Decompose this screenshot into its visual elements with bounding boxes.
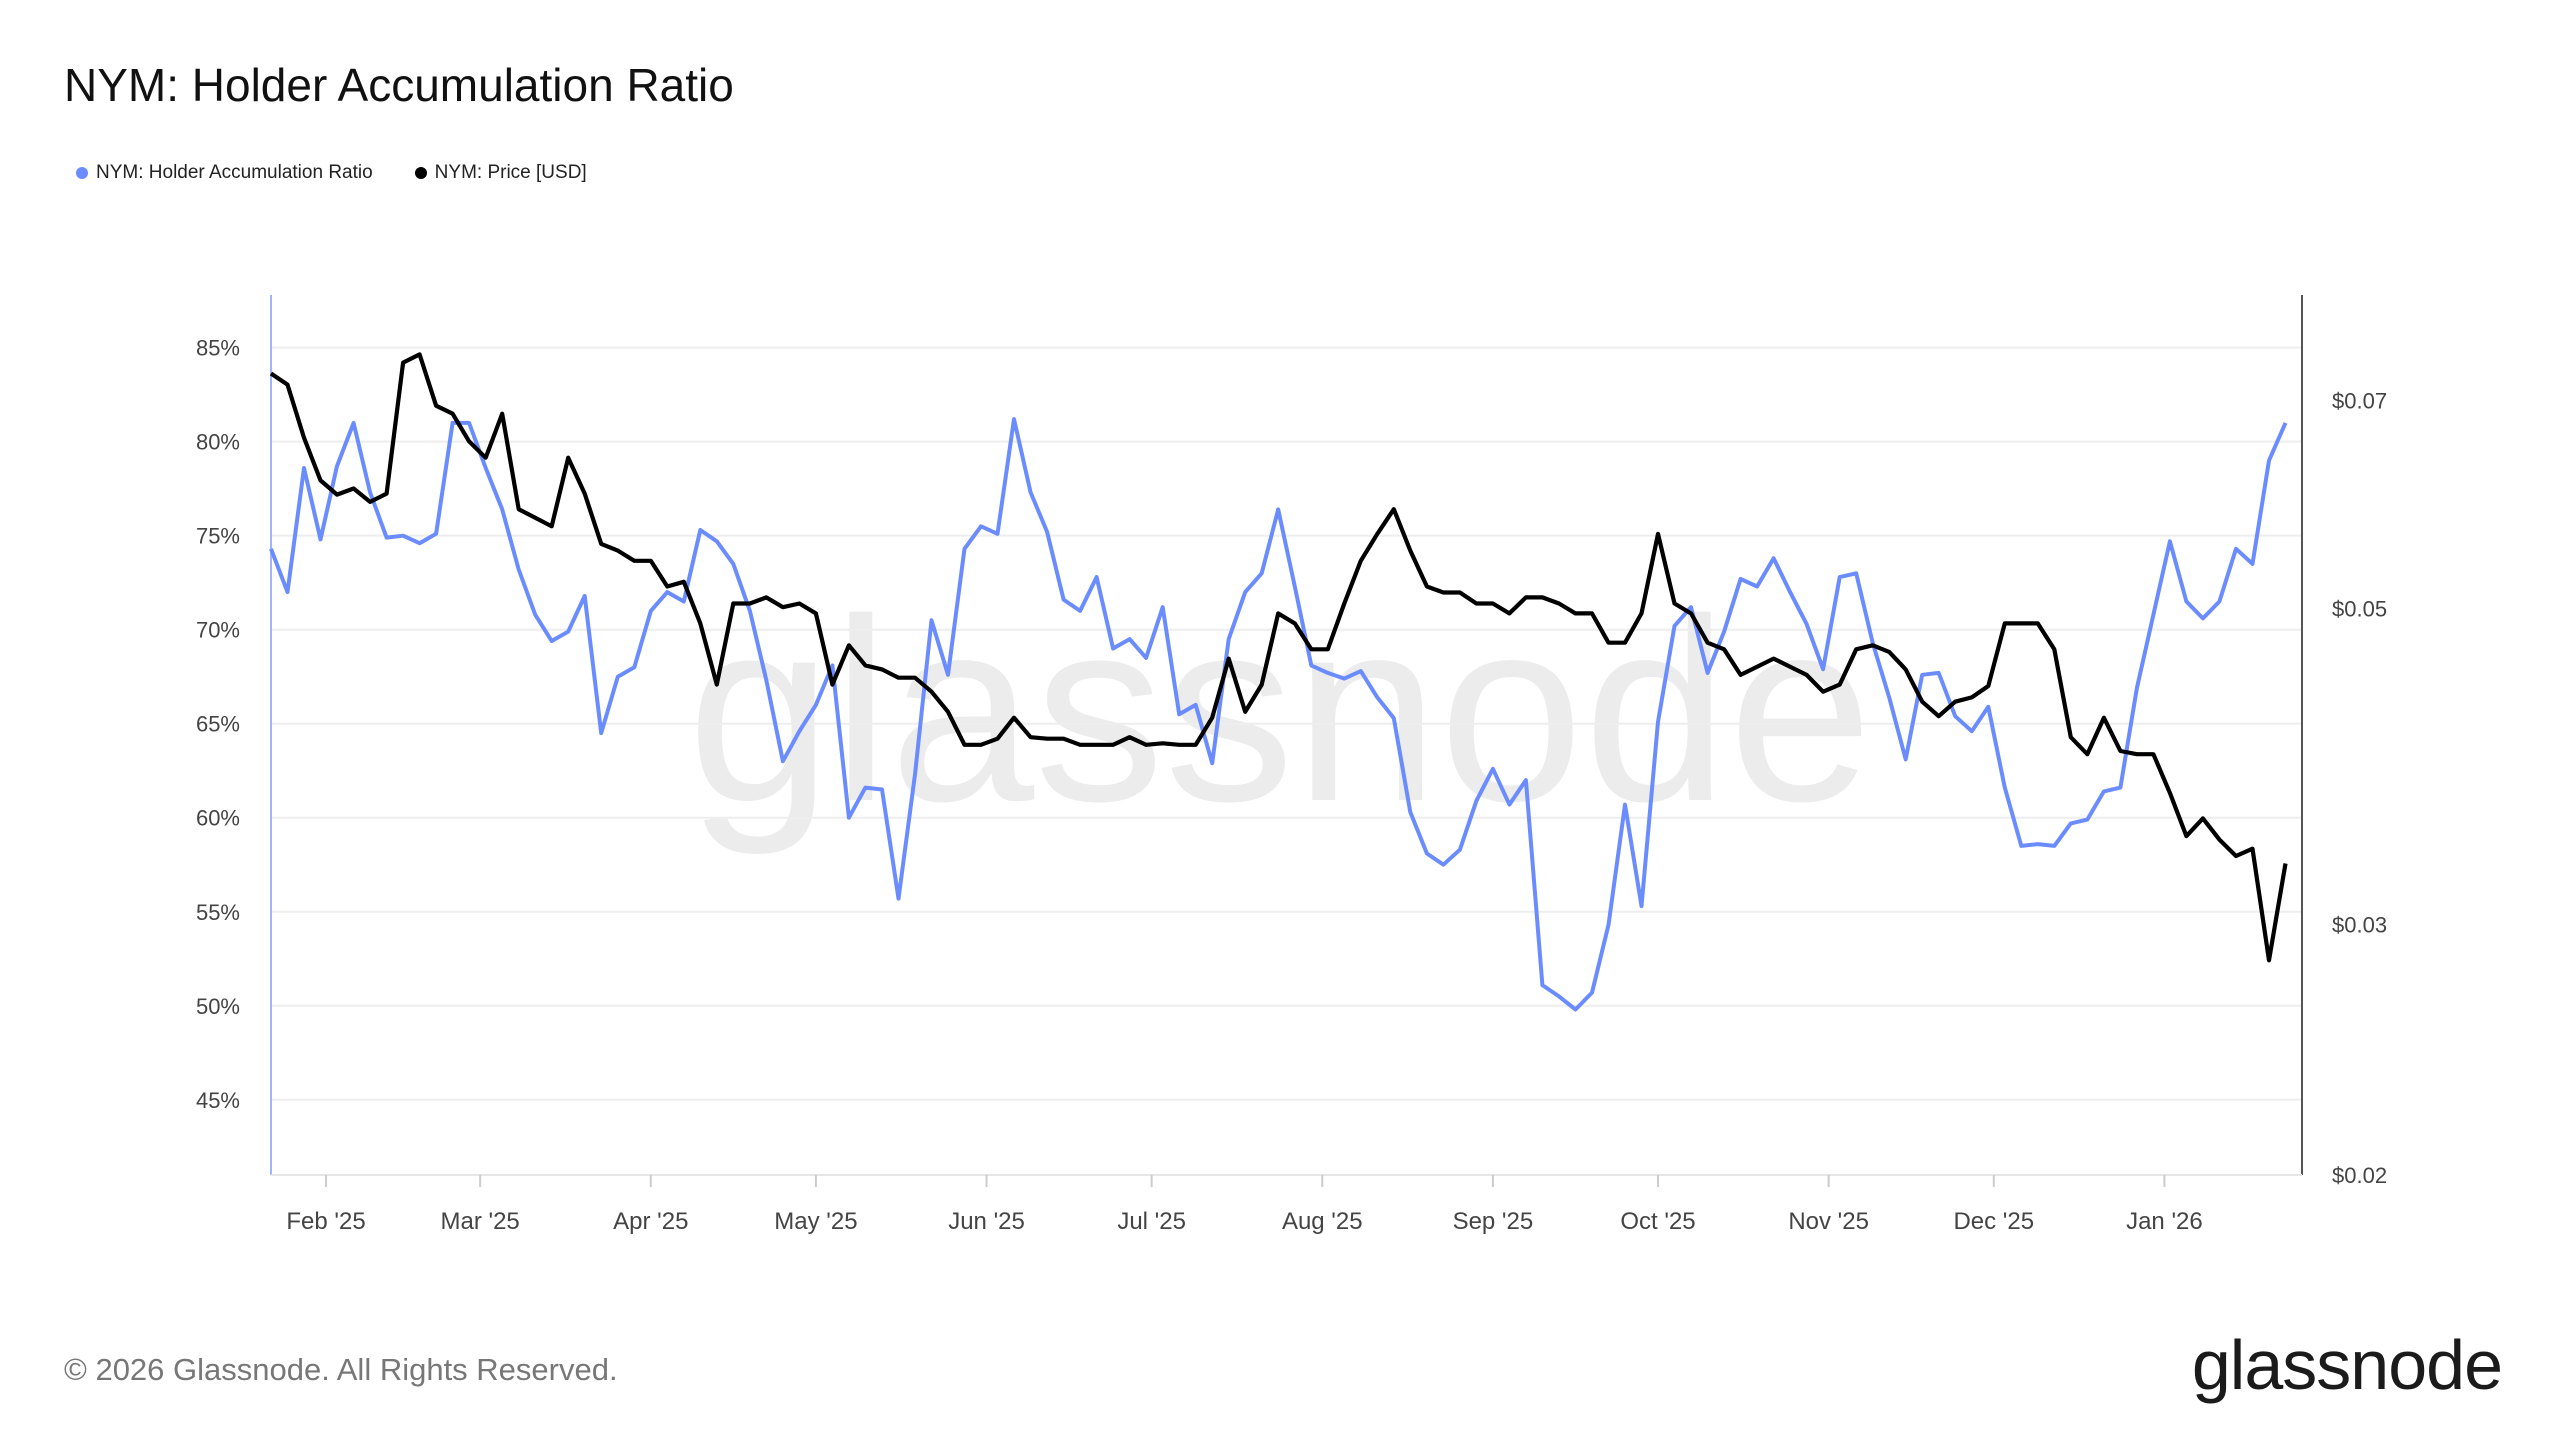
y-left-tick-label: 75% [196, 524, 240, 549]
y-right-tick-label: $0.05 [2332, 596, 2387, 621]
y-left-tick-label: 50% [196, 994, 240, 1019]
legend-item-price[interactable]: NYM: Price [USD] [414, 162, 587, 184]
glassnode-logo: glassnode [2191, 1326, 2503, 1404]
series-line-price [269, 352, 2288, 963]
y-left-tick-label: 70% [196, 618, 240, 643]
legend-label: NYM: Price [USD] [434, 162, 587, 183]
chart-title: NYM: Holder Accumulation Ratio [64, 59, 734, 111]
x-tick-label: Feb '25 [286, 1208, 365, 1235]
legend-item-accumulation-ratio[interactable]: NYM: Holder Accumulation Ratio [76, 162, 373, 184]
y-left-tick-label: 55% [196, 900, 240, 925]
x-tick-label: Jul '25 [1117, 1208, 1186, 1235]
legend-dot-icon [414, 167, 427, 179]
watermark: glassnode [687, 566, 1872, 857]
series-line-accumulation-ratio [269, 417, 2288, 1012]
y-left-tick-label: 80% [196, 430, 240, 455]
y-right-tick-label: $0.02 [2332, 1163, 2387, 1188]
x-tick-label: Jan '26 [2126, 1208, 2203, 1235]
y-left-tick-label: 65% [196, 712, 240, 737]
x-tick-label: Jun '25 [948, 1208, 1025, 1235]
x-tick-label: Dec '25 [1953, 1208, 2034, 1235]
x-tick-label: Nov '25 [1788, 1208, 1869, 1235]
x-tick-label: May '25 [774, 1208, 857, 1235]
x-tick-label: Oct '25 [1620, 1208, 1695, 1235]
copyright-footer: © 2026 Glassnode. All Rights Reserved. [64, 1352, 618, 1387]
x-tick-label: Apr '25 [613, 1208, 688, 1235]
x-tick-label: Aug '25 [1282, 1208, 1363, 1235]
x-tick-label: Sep '25 [1453, 1208, 1534, 1235]
y-left-tick-label: 45% [196, 1088, 240, 1113]
y-left-tick-label: 85% [196, 336, 240, 361]
y-right-tick-label: $0.03 [2332, 912, 2387, 937]
y-right-tick-label: $0.07 [2332, 388, 2387, 413]
legend-dot-icon [76, 167, 88, 179]
x-tick-label: Mar '25 [441, 1208, 520, 1235]
y-left-tick-label: 60% [196, 806, 240, 831]
legend: NYM: Holder Accumulation Ratio NYM: Pric… [76, 162, 587, 184]
legend-label: NYM: Holder Accumulation Ratio [96, 162, 373, 183]
